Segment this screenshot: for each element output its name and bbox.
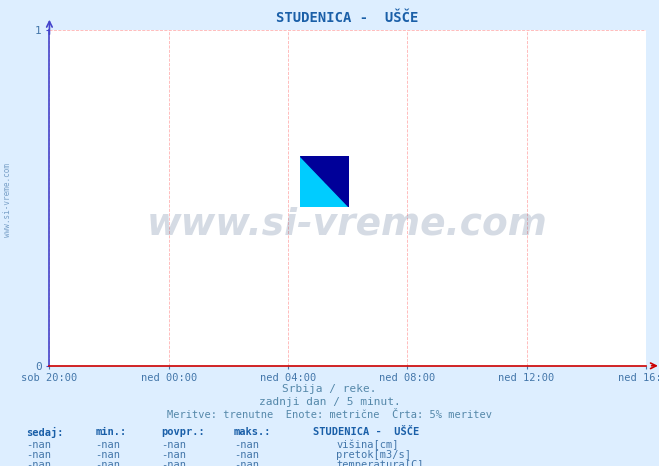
Text: -nan: -nan (161, 460, 186, 466)
Text: -nan: -nan (234, 450, 259, 460)
Text: www.si-vreme.com: www.si-vreme.com (3, 164, 13, 237)
Polygon shape (325, 156, 349, 182)
Text: povpr.:: povpr.: (161, 427, 205, 437)
Text: Meritve: trenutne  Enote: metrične  Črta: 5% meritev: Meritve: trenutne Enote: metrične Črta: … (167, 410, 492, 419)
Polygon shape (300, 156, 349, 207)
Text: sedaj:: sedaj: (26, 427, 64, 439)
Text: Srbija / reke.: Srbija / reke. (282, 384, 377, 394)
Text: -nan: -nan (234, 440, 259, 450)
Bar (300, 156, 325, 182)
Text: -nan: -nan (26, 450, 51, 460)
Text: zadnji dan / 5 minut.: zadnji dan / 5 minut. (258, 397, 401, 407)
Text: -nan: -nan (96, 440, 121, 450)
Text: -nan: -nan (234, 460, 259, 466)
Text: -nan: -nan (26, 460, 51, 466)
Text: temperatura[C]: temperatura[C] (336, 460, 424, 466)
Text: -nan: -nan (26, 440, 51, 450)
Text: -nan: -nan (96, 450, 121, 460)
Text: -nan: -nan (96, 460, 121, 466)
Text: www.si-vreme.com: www.si-vreme.com (147, 207, 548, 243)
Title: STUDENICA -  UŠČE: STUDENICA - UŠČE (276, 11, 419, 25)
Text: pretok[m3/s]: pretok[m3/s] (336, 450, 411, 460)
Text: min.:: min.: (96, 427, 127, 437)
Text: -nan: -nan (161, 450, 186, 460)
Text: STUDENICA -  UŠČE: STUDENICA - UŠČE (313, 427, 419, 437)
Text: višina[cm]: višina[cm] (336, 440, 399, 450)
Polygon shape (300, 156, 349, 207)
Text: maks.:: maks.: (234, 427, 272, 437)
Text: -nan: -nan (161, 440, 186, 450)
